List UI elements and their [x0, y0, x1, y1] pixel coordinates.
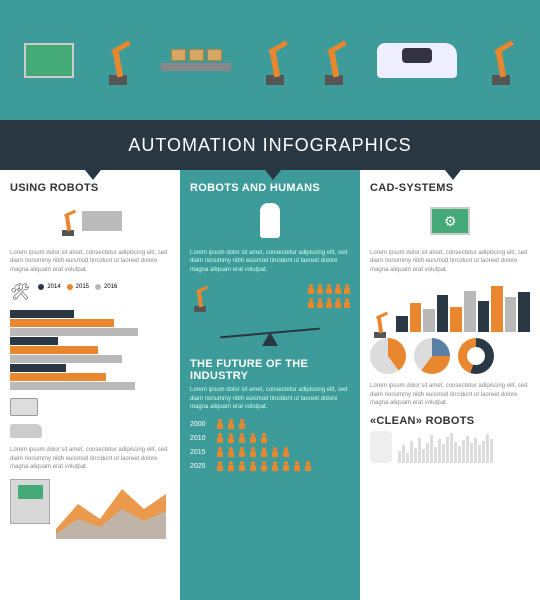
col-left: Using Robots Lorem ipsum dolor sit amet,… — [0, 170, 180, 600]
robot-arm-icon — [190, 282, 210, 312]
hero-illustration — [0, 0, 540, 120]
sparkline-chart — [398, 433, 530, 463]
robot-arm-icon — [370, 308, 390, 338]
machine-icon — [10, 479, 50, 524]
wrench-icon: 🛠 — [10, 282, 30, 302]
clean-robot-icon — [370, 431, 392, 463]
robot-arm-icon — [103, 35, 133, 85]
car-icon — [10, 424, 42, 438]
body-text: Lorem ipsum dolor sit amet, consectetur … — [190, 386, 350, 411]
section-title: CAD-systems — [370, 182, 530, 194]
vertical-bar-chart — [396, 282, 530, 332]
col-right: CAD-systems Lorem ipsum dolor sit amet, … — [360, 170, 540, 600]
pictogram-chart: 2000201020152025 — [190, 419, 350, 472]
robot-arm-icon — [319, 35, 349, 85]
section-title: Using Robots — [10, 182, 170, 194]
body-text: Lorem ipsum dolor sit amet, consectetur … — [190, 249, 350, 274]
cad-monitor-icon — [370, 198, 530, 243]
section-title: «Clean» Robots — [370, 415, 530, 427]
page-title: AUTOMATION INFOGRAPHICS — [128, 135, 411, 156]
col-middle: Robots and Humans Lorem ipsum dolor sit … — [180, 170, 360, 600]
monitor-icon — [24, 43, 74, 78]
pie-charts — [370, 338, 530, 374]
humanoid-icon — [190, 198, 350, 243]
title-band: AUTOMATION INFOGRAPHICS — [0, 120, 540, 170]
chart-legend: 201420152016 — [38, 284, 123, 292]
car-icon — [377, 43, 457, 78]
robot-station-icon — [10, 198, 170, 243]
conveyor-icon — [161, 49, 231, 71]
body-text: Lorem ipsum dolor sit amet, consectetur … — [10, 446, 170, 471]
laptop-icon — [10, 398, 38, 416]
section-title: The Future of the Industry — [190, 358, 350, 382]
robot-arm-icon — [260, 35, 290, 85]
area-chart — [56, 479, 166, 539]
columns: Using Robots Lorem ipsum dolor sit amet,… — [0, 170, 540, 600]
body-text: Lorem ipsum dolor sit amet, consectetur … — [370, 249, 530, 274]
robot-arm-icon — [486, 35, 516, 85]
horizontal-bar-chart — [10, 310, 170, 390]
balance-scale-icon — [190, 320, 350, 350]
people-group-icon — [307, 284, 350, 312]
section-title: Robots and Humans — [190, 182, 350, 194]
body-text: Lorem ipsum dolor sit amet, consectetur … — [370, 382, 530, 407]
body-text: Lorem ipsum dolor sit amet, consectetur … — [10, 249, 170, 274]
